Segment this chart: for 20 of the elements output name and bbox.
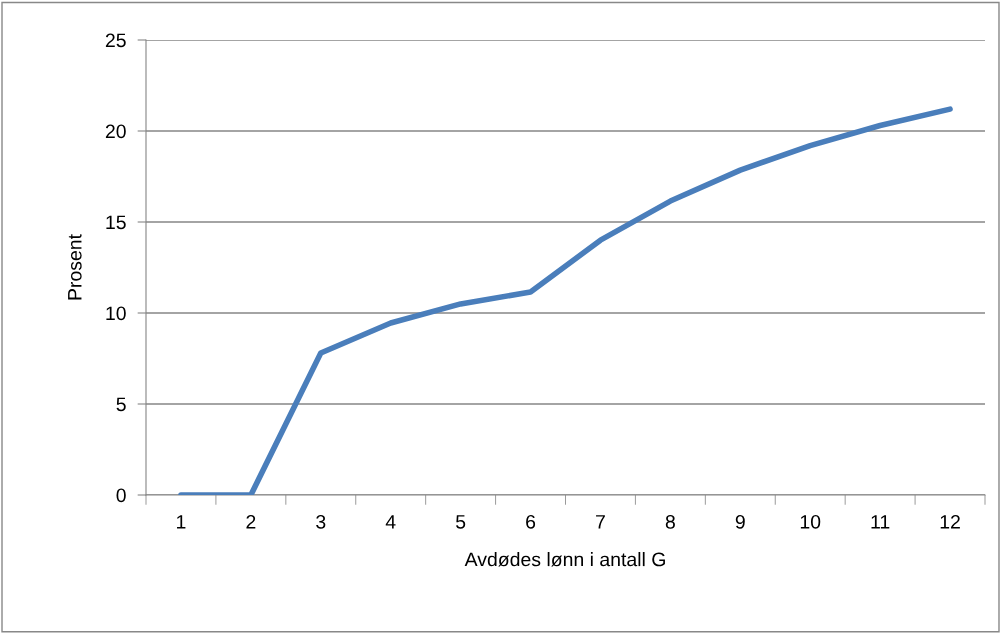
x-tick-label: 7 [596,515,605,529]
x-tick-label: 1 [177,515,186,529]
y-tick-label: 20 [105,124,126,139]
y-tick-label: 15 [106,215,126,230]
x-tick-label: 3 [316,514,326,529]
y-tick-label: 10 [106,306,126,321]
x-tick-label: 8 [665,514,675,529]
x-tick-label: 12 [940,514,960,529]
x-tick-label: 11 [871,515,890,529]
x-tick-label: 9 [735,514,745,529]
x-axis-title: Avdødes lønn i antall G [464,552,665,567]
x-tick-label: 5 [456,515,466,529]
x-tick-label: 2 [246,514,256,529]
y-axis-title: Prosent [68,234,82,300]
y-tick-label: 5 [116,397,126,412]
x-tick-label: 6 [526,514,536,529]
x-tick-label: 10 [800,514,821,529]
y-tick-label: 25 [105,33,126,48]
y-tick-label: 0 [116,488,126,503]
x-tick-label: 4 [385,515,396,529]
